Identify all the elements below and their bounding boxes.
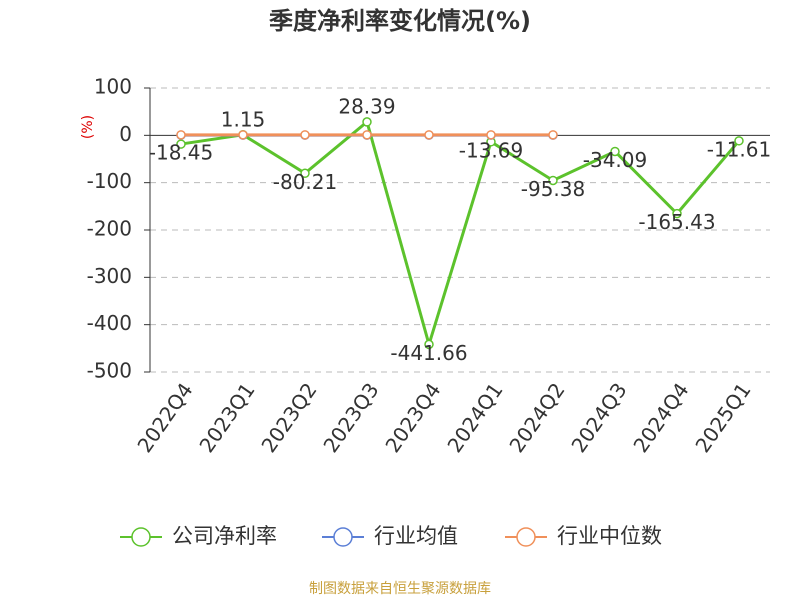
data-point (424, 130, 434, 140)
data-point (238, 130, 248, 140)
data-label: -18.45 (149, 141, 213, 165)
y-tick-label: 0 (119, 122, 132, 146)
legend-marker (516, 527, 536, 547)
data-label: -441.66 (390, 341, 467, 365)
chart-title: 季度净利率变化情况(%) (269, 7, 531, 35)
legend-label: 公司净利率 (172, 524, 277, 548)
x-tick-label: 2024Q1 (442, 378, 507, 457)
data-label: -13.69 (459, 138, 523, 162)
data-point (362, 130, 372, 140)
y-tick-label: -100 (87, 169, 132, 193)
y-tick-label: -400 (87, 311, 132, 335)
data-point (362, 117, 372, 127)
series-line (180, 119, 741, 350)
data-point (610, 146, 620, 157)
data-point (176, 130, 186, 140)
x-tick-label: 2024Q2 (504, 378, 569, 457)
x-tick-label: 2023Q2 (256, 378, 321, 457)
data-point (300, 168, 310, 179)
data-point (424, 339, 434, 350)
data-point (548, 175, 558, 186)
x-tick-label: 2025Q1 (690, 378, 755, 457)
y-tick-label: -200 (87, 217, 132, 241)
y-axis-label: (%) (80, 115, 96, 139)
data-label: 1.15 (221, 107, 266, 131)
x-tick-label: 2022Q4 (132, 378, 197, 457)
legend-marker (333, 527, 353, 547)
legend-marker (131, 527, 151, 547)
data-label: -165.43 (638, 210, 715, 234)
y-tick-label: 100 (94, 75, 132, 99)
data-label: -95.38 (521, 177, 585, 201)
x-tick-label: 2024Q4 (628, 378, 693, 457)
y-tick-label: -300 (87, 264, 132, 288)
data-point (734, 136, 744, 146)
data-label: 28.39 (338, 94, 395, 118)
y-tick-label: -500 (87, 359, 132, 383)
data-label: -80.21 (273, 170, 337, 194)
x-tick-label: 2023Q4 (380, 378, 445, 457)
legend-label: 行业中位数 (557, 524, 662, 548)
x-tick-label: 2024Q3 (566, 378, 631, 457)
data-point (672, 208, 682, 219)
data-point (300, 130, 310, 140)
data-point (548, 130, 558, 140)
legend-label: 行业均值 (374, 524, 458, 548)
data-label: -34.09 (583, 148, 647, 172)
x-tick-label: 2023Q3 (318, 378, 383, 457)
source-note: 制图数据来自恒生聚源数据库 (309, 581, 491, 597)
x-tick-label: 2023Q1 (194, 378, 259, 457)
data-point (176, 139, 186, 149)
data-label: -11.61 (707, 137, 771, 161)
data-point (486, 130, 496, 140)
